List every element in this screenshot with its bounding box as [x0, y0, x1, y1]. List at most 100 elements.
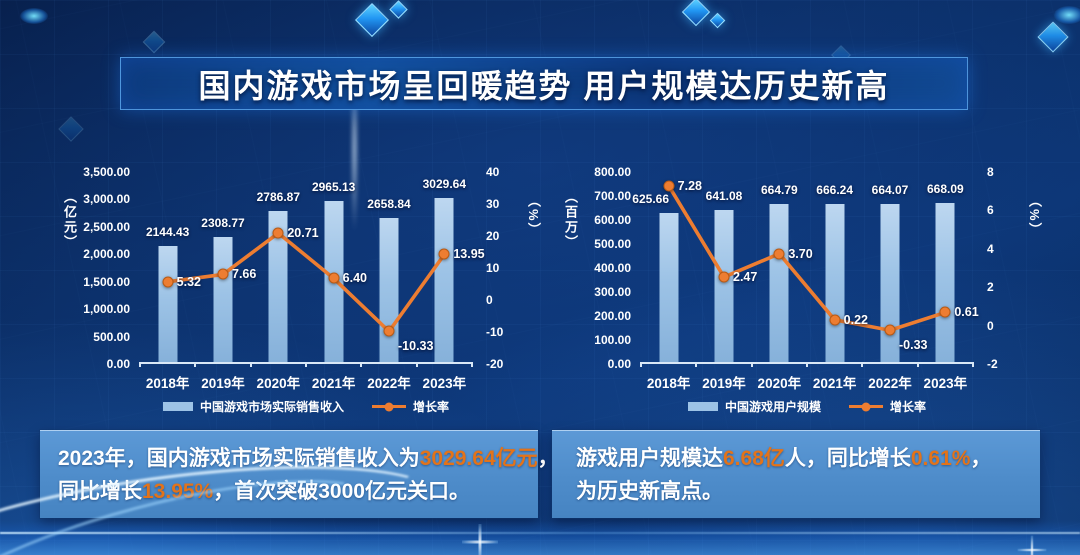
- bar: [434, 197, 454, 362]
- growth-value-label: 0.22: [843, 312, 868, 327]
- axis-tick-mark: [305, 362, 307, 367]
- axis-tick-label: -20: [486, 357, 504, 371]
- growth-point-marker: [663, 180, 675, 192]
- axis-tick-label: 6: [987, 203, 994, 218]
- growth-point-marker: [438, 248, 450, 260]
- bar: [213, 236, 233, 362]
- legend-line-swatch: [372, 402, 406, 411]
- callout-text: 同比增长: [58, 480, 142, 503]
- axis-tick-label: 3,000.00: [83, 192, 130, 207]
- callout-text: 人，同比增长: [784, 447, 911, 470]
- growth-value-label: 0.61: [954, 305, 979, 320]
- axis-tick-label: 800.00: [594, 165, 631, 179]
- category-axis: 2018年 2019年 2020年 2021年 2022年 2023年: [641, 372, 973, 391]
- category-label: 2018年: [646, 376, 691, 391]
- category-label: 2020年: [256, 376, 301, 391]
- bar: [659, 213, 679, 362]
- callout-text: 游戏用户规模达: [576, 447, 723, 470]
- category-label: 2023年: [923, 376, 968, 391]
- highlight-value: 6.68亿: [723, 447, 785, 470]
- bar-value-label: 2658.84: [367, 196, 411, 211]
- category-label: 2021年: [311, 376, 356, 391]
- callout-text: 为历史新高点。: [576, 480, 723, 503]
- growth-line: [140, 172, 472, 362]
- growth-value-label: 20.71: [287, 226, 319, 241]
- axis-tick-mark: [194, 362, 197, 367]
- bar: [880, 204, 900, 362]
- revenue-chart: （亿元） 3,500.00 3,000.00 2,500.00 2,000.00 1,5…: [52, 162, 557, 424]
- axis-tick-label: 500.00: [594, 237, 631, 251]
- bottom-glow: [0, 521, 1080, 555]
- primary-axis-title: （亿元）: [62, 190, 77, 250]
- category-label: 2021年: [812, 376, 857, 391]
- category-label: 2022年: [367, 376, 411, 391]
- axis-tick-label: 4: [987, 241, 994, 256]
- bar-value-label: 668.09: [926, 182, 964, 197]
- callout-text: ，首次突破3000亿元关口。: [213, 480, 470, 503]
- growth-value-label: 7.66: [232, 267, 257, 282]
- chip-icon: [58, 116, 84, 142]
- growth-point-marker: [718, 271, 730, 283]
- legend-label: 中国游戏市场实际销售收入: [199, 400, 344, 414]
- axis-tick-mark: [640, 362, 642, 367]
- glow-dot-icon: [20, 8, 48, 24]
- plot-area: 2144.43 2308.77 2786.87 2965.13 2658.84 3029.…: [139, 172, 485, 367]
- primary-axis-ticks: 800.00 700.00 600.00 500.00 400.00 300.00 200.…: [553, 165, 631, 371]
- bar-value-label: 664.07: [871, 183, 909, 198]
- highlight-value: 0.61%: [910, 447, 971, 470]
- growth-point-marker: [939, 306, 951, 318]
- legend-item: 增长率: [849, 398, 926, 415]
- axis-tick-mark: [139, 362, 141, 367]
- axis-tick-label: -2: [987, 357, 998, 371]
- axis-tick-label: 40: [486, 165, 500, 179]
- page-title: 国内游戏市场呈回暖趋势 用户规模达历史新高: [198, 67, 890, 104]
- category-label: 2019年: [201, 376, 245, 391]
- axis-tick-label: 2,500.00: [83, 219, 130, 234]
- callout-text-line: 同比增长13.95%，首次突破3000亿元关口。: [58, 475, 520, 508]
- chip-icon: [142, 30, 166, 54]
- bar: [714, 209, 734, 362]
- growth-value-label: -10.33: [398, 339, 434, 354]
- growth-line: [641, 172, 973, 362]
- axis-tick-label: 1,500.00: [83, 274, 130, 289]
- axis-tick-label: 30: [486, 197, 500, 211]
- sparkle-icon: [1017, 535, 1047, 555]
- bar-value-label: 3029.64: [422, 176, 467, 191]
- axis-tick-mark: [916, 362, 919, 367]
- growth-point-marker: [773, 248, 785, 260]
- highlight-value: 13.95%: [142, 480, 214, 503]
- axis-tick-label: 400.00: [594, 261, 631, 275]
- chip-icon: [681, 0, 711, 27]
- growth-point-marker: [328, 272, 340, 284]
- axis-tick-label: 10: [486, 261, 500, 275]
- legend-item: 增长率: [372, 398, 449, 415]
- light-flare: [351, 64, 358, 234]
- growth-value-label: 6.40: [342, 271, 367, 286]
- revenue-callout: 2023年，国内游戏市场实际销售收入为3029.64亿元， 同比增长13.95%，…: [40, 430, 559, 518]
- bar-value-label: 2786.87: [256, 189, 301, 204]
- bar: [158, 245, 178, 362]
- legend: 中国游戏市场实际销售收入 增长率: [122, 398, 490, 415]
- axis-tick-label: 600.00: [594, 213, 631, 227]
- axis-tick-label: 0: [486, 293, 493, 307]
- growth-point-marker: [383, 325, 395, 337]
- category-label: 2023年: [422, 376, 467, 391]
- growth-value-label: 3.70: [788, 246, 813, 261]
- growth-point-marker: [272, 227, 284, 239]
- axis-tick-label: 200.00: [594, 309, 631, 323]
- chip-icon: [709, 12, 726, 29]
- axis-tick-label: 300.00: [594, 285, 631, 299]
- bottom-light-line: [0, 532, 1080, 534]
- bar-value-label: 641.08: [705, 188, 743, 203]
- axis-tick-label: 500.00: [93, 329, 130, 344]
- legend-bar-swatch: [162, 402, 193, 411]
- axis-tick-label: -10: [486, 325, 504, 339]
- axis-tick-label: 700.00: [594, 189, 631, 203]
- axis-tick-mark: [360, 362, 363, 367]
- legend-item: 中国游戏用户规模: [687, 398, 821, 415]
- axis-tick-label: 100.00: [594, 333, 631, 347]
- callout-text: ，: [970, 447, 992, 470]
- legend-label: 增长率: [890, 400, 927, 414]
- category-label: 2022年: [868, 376, 912, 391]
